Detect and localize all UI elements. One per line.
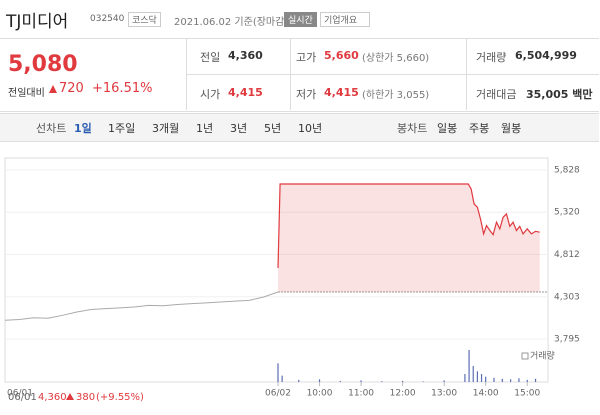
tab[interactable]: 일봉 (437, 122, 458, 135)
stat-label: 거래대금 (476, 88, 517, 101)
tab[interactable]: 1일 (74, 122, 92, 135)
tab[interactable]: 10년 (298, 122, 323, 135)
volume-bar (526, 379, 528, 382)
volume-bar (493, 377, 495, 382)
divider (290, 38, 291, 110)
volume-bar (476, 371, 478, 382)
price-panel (0, 38, 599, 112)
stock-name: TJ미디어 (6, 12, 69, 32)
change: 720 (59, 81, 84, 96)
volume-bar (339, 380, 341, 382)
tab[interactable]: 3년 (230, 122, 248, 135)
tab-label: 봉차트 (397, 122, 428, 135)
volume-bar (464, 374, 466, 382)
tab[interactable]: 5년 (264, 122, 282, 135)
stat-value: 4,360 (228, 49, 263, 62)
volume-bar (480, 374, 483, 382)
company-dropdown[interactable]: 기업개요 (320, 12, 371, 27)
market-badge: 코스닥 (128, 12, 161, 27)
tab[interactable]: 월봉 (501, 122, 522, 135)
y-tick-label: 3,795 (554, 335, 580, 345)
price-line (277, 183, 540, 268)
volume-legend-box (521, 352, 529, 360)
volume-bar (298, 379, 300, 382)
bottom-change: 380 (76, 392, 95, 403)
volume-legend: 거래량 (530, 350, 555, 362)
tab[interactable]: 1년 (196, 122, 214, 135)
x-tick-label: 13:00 (431, 389, 457, 399)
realtime-badge[interactable]: 실시간 (284, 12, 317, 27)
volume-bar (468, 350, 470, 382)
prev-day-line (4, 291, 279, 321)
volume-bar (510, 379, 512, 382)
chart: 5,828 5,320 4,812 4,303 3,795 06/02 10:00 11:00… (4, 157, 580, 403)
volume-bar (485, 376, 487, 382)
volume-bar (360, 380, 362, 382)
x-tick-label: 06/02 (265, 389, 291, 399)
stat-label: 저가 (296, 88, 317, 101)
volume-bar (534, 378, 537, 382)
bottom-close: 4,360 (38, 392, 67, 403)
tab[interactable]: 1주일 (108, 122, 136, 135)
stat-value: 4,415 (324, 86, 359, 99)
stat-label: 전일 (200, 51, 221, 64)
change-pct: +16.51% (92, 81, 153, 96)
volume-bar (443, 380, 445, 382)
stat-value: 35,005 백만 (526, 88, 593, 101)
date: 2021.06.02 기준(장마감) (174, 17, 289, 28)
stat-extra: (하한가 3,055) (362, 90, 430, 101)
stat-extra: (상한가 5,660) (362, 53, 430, 64)
x-tick-label: 15:00 (514, 389, 540, 399)
volume-bar (402, 380, 404, 382)
stat-label: 거래량 (476, 51, 507, 64)
stat-value: 4,415 (228, 86, 263, 99)
volume-bar (422, 381, 424, 382)
stat-label: 고가 (296, 51, 317, 64)
volume-bar (501, 378, 503, 382)
tab-bar (0, 113, 599, 142)
x-tick-label: 11:00 (348, 389, 374, 399)
volume-bar (381, 381, 383, 382)
stock-code: 032540 (90, 14, 125, 24)
x-tick-label: 10:00 (307, 389, 333, 399)
volume-bar (472, 366, 474, 382)
tab-label: 선차트 (36, 122, 67, 135)
y-tick-label: 4,303 (554, 292, 580, 302)
volume-bar (281, 375, 283, 382)
stat-value: 6,504,999 (515, 49, 577, 62)
stat-value: 5,660 (324, 49, 359, 62)
bottom-change-pct: (+9.55%) (96, 392, 144, 403)
volume-bar (277, 363, 279, 382)
current-price: 5,080 (8, 52, 78, 77)
volume-bar (318, 379, 321, 382)
x-tick-label: 12:00 (390, 389, 416, 399)
y-tick-label: 4,812 (554, 250, 580, 260)
change-label: 전일대비 (8, 88, 45, 99)
bottom-date: 06/01 (8, 392, 37, 403)
up-icon (49, 85, 57, 93)
tab[interactable]: 3개월 (152, 122, 180, 135)
volume-bar (518, 378, 520, 382)
divider (466, 38, 467, 110)
day1-label: 06/01 (7, 389, 33, 399)
y-tick-label: 5,320 (554, 208, 580, 218)
up-icon (66, 393, 74, 400)
plot-frame (4, 157, 549, 383)
area (278, 183, 540, 293)
y-tick-label: 5,828 (554, 166, 580, 176)
stat-label: 시가 (200, 88, 221, 101)
divider (186, 74, 599, 75)
tab[interactable]: 주봉 (469, 122, 490, 135)
x-tick-label: 14:00 (473, 389, 499, 399)
